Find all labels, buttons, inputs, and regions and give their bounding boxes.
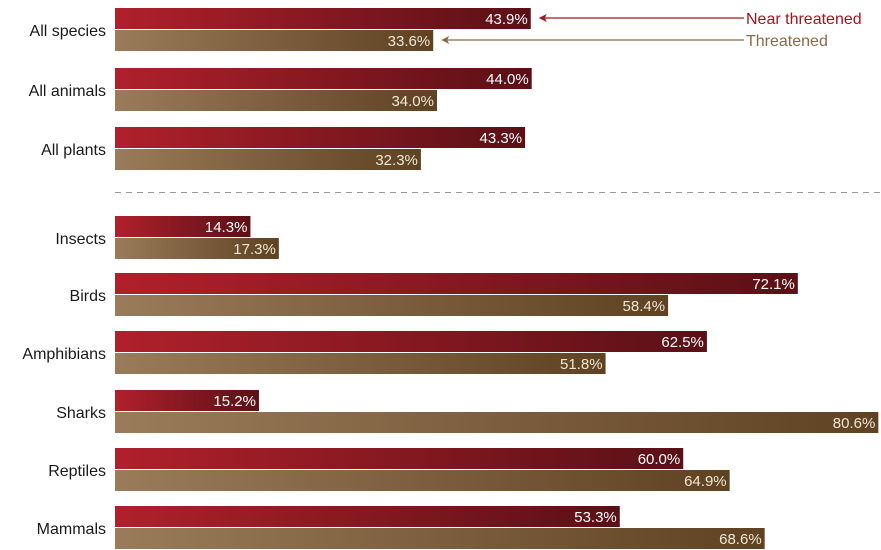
value-label-threatened-reptiles: 64.9% <box>684 473 727 490</box>
value-label-near-threatened-birds: 72.1% <box>752 276 795 293</box>
value-label-near-threatened-mammals: 53.3% <box>574 509 617 526</box>
category-label-sharks: Sharks <box>56 405 106 422</box>
category-label-all-species: All species <box>30 23 106 40</box>
legend-arrowhead-threatened <box>441 36 450 44</box>
bar-threatened-amphibians <box>115 353 606 374</box>
bar-threatened-mammals <box>115 528 765 549</box>
bar-near-threatened-insects <box>115 216 251 237</box>
bar-threatened-insects <box>115 238 279 259</box>
value-label-near-threatened-amphibians: 62.5% <box>661 334 704 351</box>
value-label-threatened-mammals: 68.6% <box>719 531 762 548</box>
category-label-insects: Insects <box>55 231 106 248</box>
bar-threatened-all-animals <box>115 90 438 111</box>
bar-near-threatened-amphibians <box>115 331 707 352</box>
category-label-all-plants: All plants <box>41 142 106 159</box>
bar-threatened-all-species <box>115 30 434 51</box>
value-label-threatened-sharks: 80.6% <box>833 415 876 432</box>
legend: Near threatened Threatened <box>441 11 862 50</box>
bar-near-threatened-reptiles <box>115 448 684 469</box>
bar-threatened-sharks <box>115 412 879 433</box>
value-label-threatened-all-animals: 34.0% <box>391 93 434 110</box>
value-label-threatened-all-plants: 32.3% <box>375 152 418 169</box>
bar-near-threatened-birds <box>115 273 798 294</box>
value-label-threatened-amphibians: 51.8% <box>560 356 603 373</box>
value-label-near-threatened-reptiles: 60.0% <box>638 451 681 468</box>
legend-label-near-threatened: Near threatened <box>746 11 862 28</box>
value-label-near-threatened-all-animals: 44.0% <box>486 71 529 88</box>
legend-arrowhead-near-threatened <box>538 14 547 22</box>
category-label-mammals: Mammals <box>37 521 106 538</box>
value-label-near-threatened-all-species: 43.9% <box>485 11 528 28</box>
category-label-reptiles: Reptiles <box>48 463 106 480</box>
value-label-threatened-all-species: 33.6% <box>388 33 431 50</box>
bar-near-threatened-sharks <box>115 390 259 411</box>
bar-near-threatened-all-animals <box>115 68 532 89</box>
category-label-amphibians: Amphibians <box>22 346 106 363</box>
value-label-near-threatened-insects: 14.3% <box>205 219 248 236</box>
bar-near-threatened-all-species <box>115 8 531 29</box>
value-label-threatened-insects: 17.3% <box>233 241 276 258</box>
bar-threatened-all-plants <box>115 149 421 170</box>
value-label-near-threatened-sharks: 15.2% <box>213 393 256 410</box>
legend-label-threatened: Threatened <box>746 33 828 50</box>
labels-layer: All species 43.9% 33.6% All animals 44.0% 34.… <box>22 11 875 548</box>
value-label-threatened-birds: 58.4% <box>623 298 666 315</box>
bar-near-threatened-all-plants <box>115 127 526 148</box>
category-label-birds: Birds <box>70 288 106 305</box>
bar-threatened-birds <box>115 295 669 316</box>
bars-layer <box>115 8 879 549</box>
bar-threatened-reptiles <box>115 470 730 491</box>
category-label-all-animals: All animals <box>29 83 106 100</box>
value-label-near-threatened-all-plants: 43.3% <box>480 130 523 147</box>
bar-near-threatened-mammals <box>115 506 620 527</box>
